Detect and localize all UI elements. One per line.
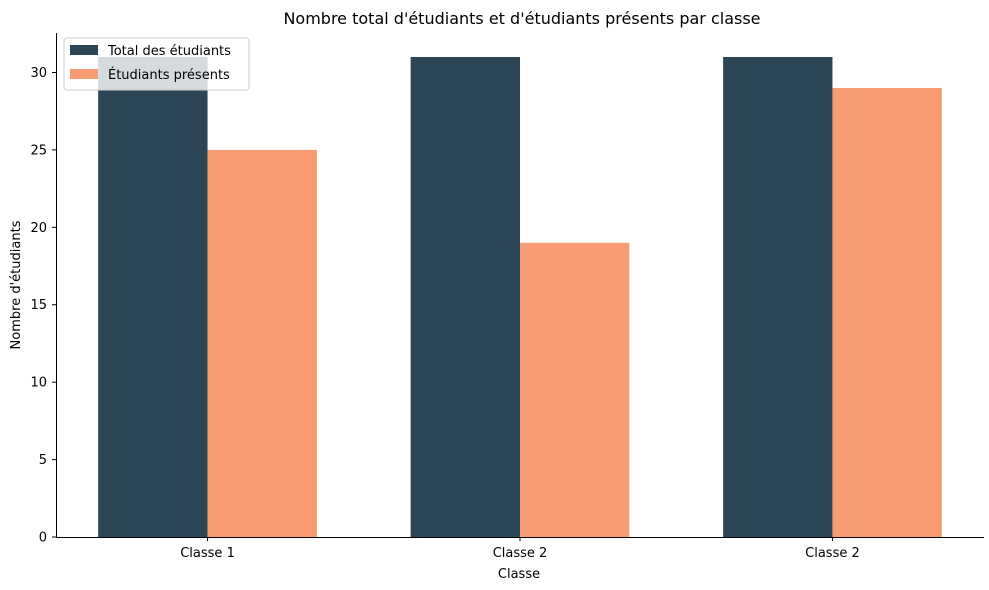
y-axis-label: Nombre d'étudiants	[9, 220, 24, 349]
y-ticks-group: 0 5 10 15 20 25 30	[30, 66, 56, 546]
bar-present-1	[207, 149, 317, 537]
bar-total-3	[723, 57, 833, 537]
legend-label-present: Étudiants présents	[108, 67, 230, 83]
y-tick-label: 15	[30, 298, 47, 313]
bar-total-2	[410, 57, 520, 537]
legend-label-total: Total des étudiants	[107, 44, 231, 59]
y-tick-label: 20	[30, 221, 47, 236]
bar-present-2	[520, 242, 630, 537]
legend-swatch-present	[70, 69, 98, 79]
x-tick-label: Classe 2	[493, 546, 548, 561]
bars-group	[98, 57, 942, 537]
chart-title: Nombre total d'étudiants et d'étudiants …	[283, 9, 760, 28]
legend-swatch-total	[70, 45, 98, 55]
y-tick-label: 25	[30, 143, 47, 158]
bar-present-3	[832, 87, 942, 537]
x-tick-label: Classe 2	[805, 546, 860, 561]
y-tick-label: 30	[30, 66, 47, 81]
y-tick-label: 0	[39, 531, 47, 546]
x-tick-label: Classe 1	[180, 546, 235, 561]
y-tick-label: 5	[39, 453, 47, 468]
y-tick-label: 10	[30, 376, 47, 391]
legend-box	[63, 37, 250, 91]
x-ticks-group: Classe 1 Classe 2 Classe 2	[180, 537, 860, 561]
legend: Total des étudiants Étudiants présents	[63, 37, 250, 91]
x-axis-label: Classe	[498, 567, 540, 582]
bar-total-1	[98, 57, 208, 537]
